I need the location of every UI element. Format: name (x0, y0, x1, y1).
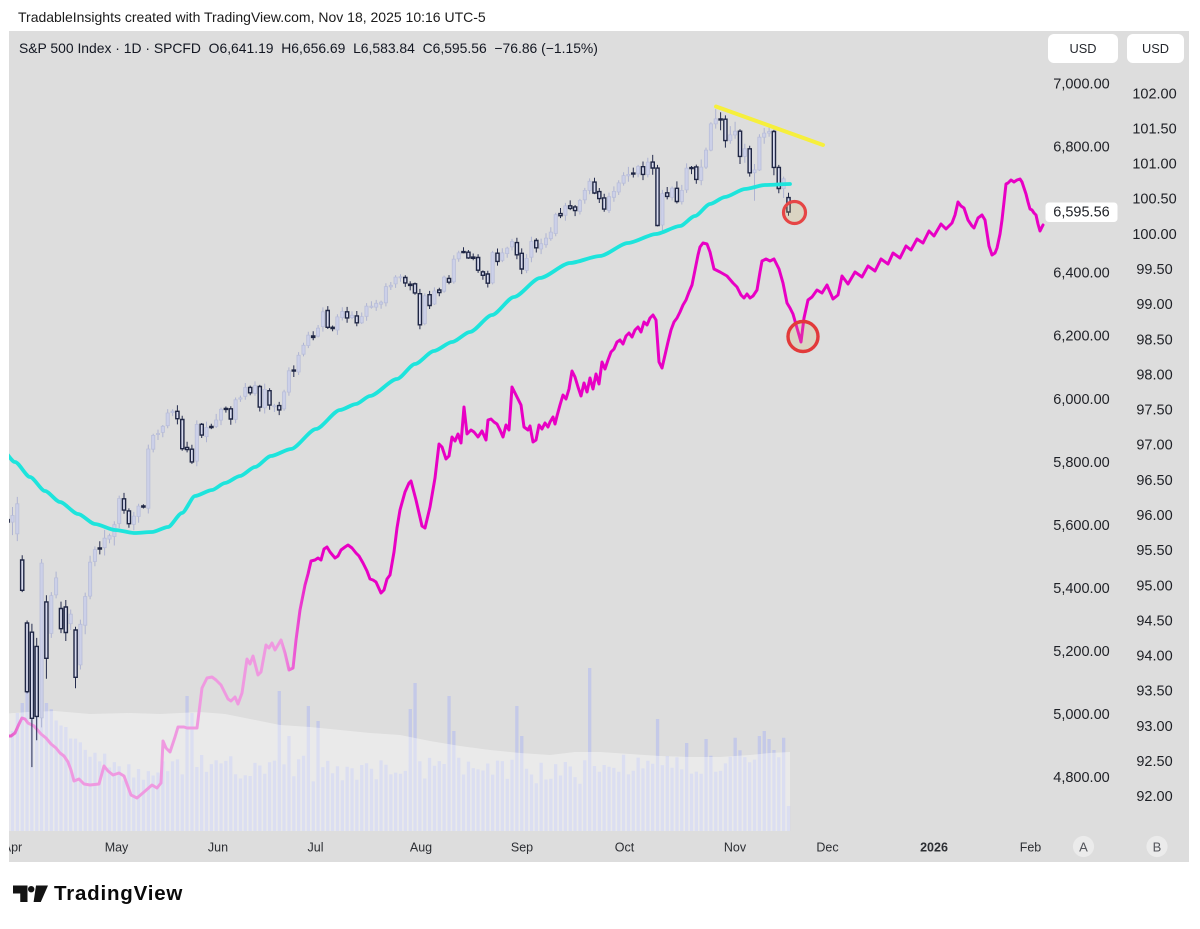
svg-text:97.50: 97.50 (1136, 403, 1172, 419)
svg-text:6,000.00: 6,000.00 (1053, 392, 1109, 408)
svg-text:Sep: Sep (511, 841, 533, 855)
svg-text:6,595.56: 6,595.56 (1053, 205, 1109, 221)
svg-text:Aug: Aug (410, 841, 432, 855)
svg-text:95.00: 95.00 (1136, 578, 1172, 594)
svg-text:5,400.00: 5,400.00 (1053, 581, 1109, 597)
svg-text:Feb: Feb (1020, 841, 1042, 855)
svg-text:101.00: 101.00 (1132, 157, 1176, 173)
svg-text:2026: 2026 (920, 841, 948, 855)
svg-text:5,800.00: 5,800.00 (1053, 455, 1109, 471)
svg-text:92.50: 92.50 (1136, 754, 1172, 770)
svg-text:101.50: 101.50 (1132, 121, 1176, 137)
svg-text:Nov: Nov (724, 841, 747, 855)
svg-text:5,200.00: 5,200.00 (1053, 644, 1109, 660)
svg-text:99.00: 99.00 (1136, 297, 1172, 313)
svg-text:A: A (1079, 840, 1088, 855)
svg-text:96.00: 96.00 (1136, 508, 1172, 524)
svg-text:Oct: Oct (615, 841, 635, 855)
svg-text:B: B (1153, 840, 1162, 855)
svg-text:Apr: Apr (9, 841, 22, 855)
svg-text:94.00: 94.00 (1136, 649, 1172, 665)
svg-text:100.00: 100.00 (1132, 227, 1176, 243)
svg-text:97.00: 97.00 (1136, 438, 1172, 454)
svg-text:4,800.00: 4,800.00 (1053, 770, 1109, 786)
svg-text:93.50: 93.50 (1136, 684, 1172, 700)
svg-text:Jun: Jun (208, 841, 228, 855)
svg-text:92.00: 92.00 (1136, 789, 1172, 805)
svg-text:6,800.00: 6,800.00 (1053, 140, 1109, 156)
svg-text:5,600.00: 5,600.00 (1053, 518, 1109, 534)
svg-text:5,000.00: 5,000.00 (1053, 707, 1109, 723)
svg-text:102.00: 102.00 (1132, 86, 1176, 102)
svg-text:99.50: 99.50 (1136, 262, 1172, 278)
svg-text:95.50: 95.50 (1136, 543, 1172, 559)
svg-text:May: May (105, 841, 129, 855)
svg-text:98.50: 98.50 (1136, 332, 1172, 348)
svg-text:6,200.00: 6,200.00 (1053, 329, 1109, 345)
svg-text:7,000.00: 7,000.00 (1053, 77, 1109, 93)
svg-text:100.50: 100.50 (1132, 192, 1176, 208)
svg-text:94.50: 94.50 (1136, 613, 1172, 629)
svg-text:Jul: Jul (308, 841, 324, 855)
svg-text:96.50: 96.50 (1136, 473, 1172, 489)
svg-text:93.00: 93.00 (1136, 719, 1172, 735)
svg-text:Dec: Dec (816, 841, 838, 855)
svg-text:98.00: 98.00 (1136, 367, 1172, 383)
svg-text:6,400.00: 6,400.00 (1053, 266, 1109, 282)
